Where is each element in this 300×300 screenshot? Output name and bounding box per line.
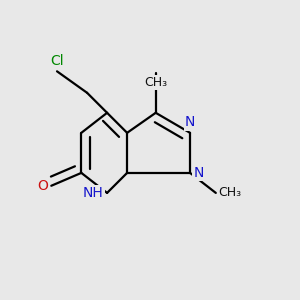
Text: CH₃: CH₃ xyxy=(219,186,242,200)
Text: CH₃: CH₃ xyxy=(144,76,167,88)
Text: Cl: Cl xyxy=(50,55,64,68)
Text: N: N xyxy=(194,166,204,180)
Text: O: O xyxy=(38,179,48,193)
Text: NH: NH xyxy=(83,186,104,200)
Text: N: N xyxy=(185,116,195,129)
